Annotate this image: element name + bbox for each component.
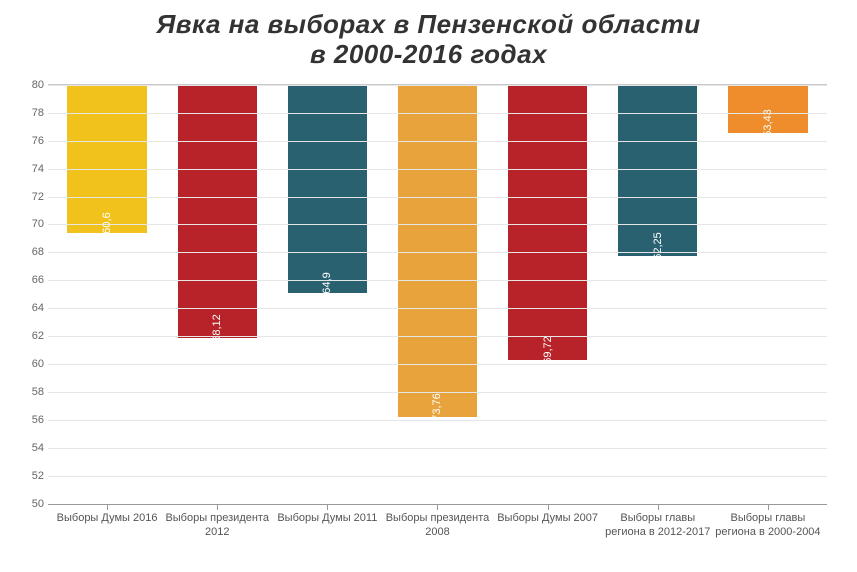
gridline	[48, 169, 827, 170]
y-tick-label: 60	[20, 358, 44, 370]
title-line-1: Явка на выборах в Пензенской области	[156, 9, 700, 39]
y-tick-label: 56	[20, 414, 44, 426]
x-tick-label: Выборы Думы 2007	[493, 512, 603, 526]
bar-slot: 60,6	[52, 85, 162, 504]
x-tick-label: Выборы президента 2008	[382, 512, 492, 540]
bar: 62,25	[618, 85, 697, 256]
x-tick-label: Выборы главы региона в 2000-2004	[713, 512, 823, 540]
x-tick: Выборы Думы 2007	[493, 505, 603, 540]
chart-container: Явка на выборах в Пензенской области в 2…	[0, 0, 857, 572]
bar-value-label: 69,72	[542, 336, 554, 364]
y-tick-label: 62	[20, 330, 44, 342]
y-tick-label: 58	[20, 386, 44, 398]
gridline	[48, 392, 827, 393]
y-tick-label: 50	[20, 498, 44, 510]
bar-slot: 68,12	[162, 85, 272, 504]
bar: 69,72	[508, 85, 587, 360]
bar-slot: 53,43	[713, 85, 823, 504]
y-tick-label: 52	[20, 470, 44, 482]
y-tick-label: 68	[20, 246, 44, 258]
gridline	[48, 224, 827, 225]
gridline	[48, 308, 827, 309]
x-tick-label: Выборы Думы 2011	[272, 512, 382, 526]
bar-value-label: 73,76	[431, 393, 443, 421]
y-tick-label: 72	[20, 191, 44, 203]
bar-slot: 73,76	[382, 85, 492, 504]
y-tick-label: 54	[20, 442, 44, 454]
gridline	[48, 85, 827, 86]
bar: 53,43	[728, 85, 807, 133]
gridline	[48, 420, 827, 421]
x-tick: Выборы главы региона в 2000-2004	[713, 505, 823, 540]
bar-value-label: 68,12	[211, 314, 223, 342]
bar-slot: 62,25	[603, 85, 713, 504]
gridline	[48, 280, 827, 281]
x-tick-label: Выборы Думы 2016	[52, 512, 162, 526]
gridline	[48, 252, 827, 253]
bar: 73,76	[398, 85, 477, 417]
gridline	[48, 336, 827, 337]
bar: 68,12	[178, 85, 257, 338]
y-tick-label: 74	[20, 163, 44, 175]
bar-slot: 64,9	[272, 85, 382, 504]
bar-slot: 69,72	[493, 85, 603, 504]
y-tick-label: 66	[20, 274, 44, 286]
x-tick: Выборы президента 2008	[382, 505, 492, 540]
gridline	[48, 364, 827, 365]
gridline	[48, 476, 827, 477]
y-tick-label: 70	[20, 218, 44, 230]
bar: 60,6	[67, 85, 146, 233]
bar-value-label: 60,6	[101, 212, 113, 233]
x-tick-label: Выборы главы региона в 2012-2017	[603, 512, 713, 540]
x-tick: Выборы главы региона в 2012-2017	[603, 505, 713, 540]
bar: 64,9	[288, 85, 367, 293]
x-tick: Выборы Думы 2016	[52, 505, 162, 540]
x-axis: Выборы Думы 2016Выборы президента 2012Вы…	[48, 504, 827, 540]
gridline	[48, 448, 827, 449]
x-tick-label: Выборы президента 2012	[162, 512, 272, 540]
chart-title: Явка на выборах в Пензенской области в 2…	[20, 10, 837, 70]
x-tick: Выборы президента 2012	[162, 505, 272, 540]
y-tick-label: 80	[20, 79, 44, 91]
bar-value-label: 64,9	[321, 272, 333, 293]
y-tick-label: 64	[20, 302, 44, 314]
bar-value-label: 62,25	[652, 232, 664, 260]
y-tick-label: 76	[20, 135, 44, 147]
gridline	[48, 113, 827, 114]
y-tick-label: 78	[20, 107, 44, 119]
plot-area: 60,668,1264,973,7669,7262,2553,43 505254…	[48, 84, 827, 504]
gridline	[48, 197, 827, 198]
gridline	[48, 141, 827, 142]
title-line-2: в 2000-2016 годах	[310, 39, 547, 69]
x-tick: Выборы Думы 2011	[272, 505, 382, 540]
bars-row: 60,6 68,12 64,9 73,76 69,72 62,25 53,43	[48, 85, 827, 504]
